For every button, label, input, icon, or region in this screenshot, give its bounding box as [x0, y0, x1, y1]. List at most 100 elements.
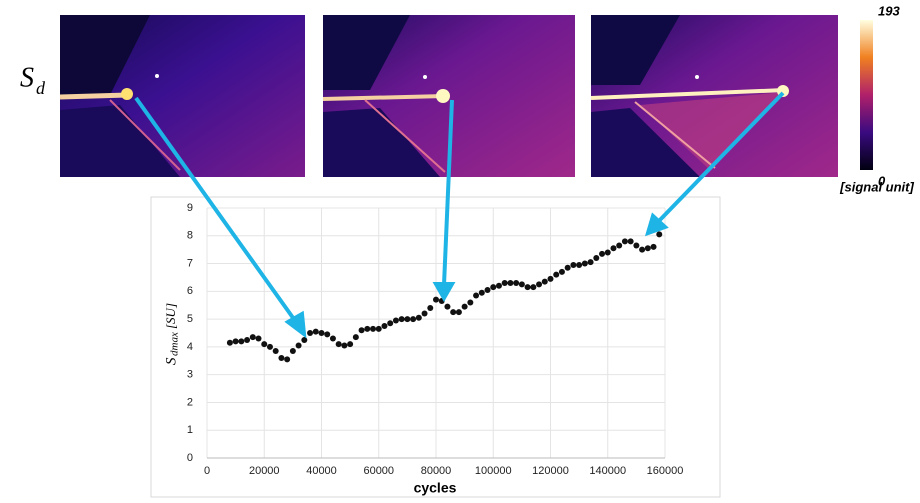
point — [272, 348, 279, 355]
x-tick-label: 60000 — [363, 465, 394, 477]
point — [301, 336, 308, 343]
thermal-image — [59, 15, 305, 177]
point — [427, 305, 434, 311]
point — [587, 259, 594, 266]
x-tick-label: 100000 — [475, 465, 512, 477]
point — [335, 341, 342, 348]
point — [633, 242, 640, 249]
point — [495, 282, 502, 289]
y-label-unit: [SU] — [163, 303, 178, 329]
point — [558, 268, 565, 275]
colorbar-tick-label: 193 — [878, 3, 900, 18]
point — [524, 284, 531, 291]
point — [307, 330, 314, 336]
y-tick-label: 1 — [187, 424, 193, 436]
x-tick-label: 120000 — [532, 465, 569, 477]
y-tick-label: 7 — [187, 257, 193, 269]
point — [421, 310, 428, 317]
x-tick-label: 140000 — [589, 465, 626, 477]
point — [261, 341, 268, 348]
point — [387, 320, 394, 327]
point — [444, 303, 451, 310]
point — [593, 255, 600, 261]
point — [576, 261, 583, 268]
point — [312, 328, 319, 335]
point — [341, 342, 348, 349]
point — [599, 250, 606, 257]
colorbar — [860, 20, 873, 170]
point — [278, 355, 285, 361]
point — [244, 336, 251, 343]
point — [536, 281, 543, 288]
y-tick-label: 2 — [187, 396, 193, 408]
point — [375, 325, 382, 332]
point — [392, 317, 399, 324]
point — [604, 249, 611, 256]
point — [656, 231, 663, 238]
chart-frame — [150, 196, 721, 498]
x-tick-label: 80000 — [421, 465, 452, 477]
thermal-image — [590, 15, 838, 177]
point — [461, 303, 468, 310]
colorbar-tick-label: 0 — [878, 173, 886, 188]
point — [541, 278, 548, 285]
y-tick-label: 9 — [187, 202, 193, 214]
point — [352, 334, 359, 341]
point — [284, 356, 291, 363]
colorbar-label: [signal unit] — [839, 179, 914, 194]
point — [501, 280, 508, 286]
point — [518, 281, 525, 288]
point — [616, 242, 623, 249]
point — [370, 325, 377, 332]
point — [289, 348, 296, 355]
point — [621, 238, 628, 245]
point — [364, 325, 371, 332]
y-tick-label: 8 — [187, 230, 193, 242]
arrows — [134, 91, 785, 339]
point — [347, 341, 354, 348]
x-axis-label: cycles — [414, 480, 457, 496]
point — [513, 280, 520, 286]
point — [507, 280, 514, 286]
point — [484, 286, 491, 293]
point — [433, 296, 439, 303]
point — [266, 343, 273, 350]
y-tick-label: 5 — [187, 313, 193, 325]
point — [570, 261, 577, 268]
point — [581, 260, 588, 267]
point — [450, 309, 457, 316]
point — [455, 309, 462, 316]
y-tick-label: 4 — [187, 341, 193, 353]
point — [358, 327, 365, 334]
point — [318, 330, 325, 336]
panel-label-sub: d — [36, 78, 46, 98]
point — [639, 246, 646, 253]
point — [478, 289, 485, 296]
point — [530, 284, 537, 291]
y-tick-label: 6 — [187, 285, 193, 297]
x-tick-label: 20000 — [249, 465, 280, 477]
point — [404, 316, 411, 323]
point — [473, 292, 480, 299]
point — [644, 245, 651, 252]
point — [610, 245, 617, 252]
point — [232, 338, 239, 345]
data-points — [226, 231, 663, 363]
point — [295, 342, 302, 349]
x-tick-label: 0 — [204, 465, 210, 477]
y-tick-label: 3 — [187, 369, 193, 381]
point — [627, 238, 634, 245]
point — [255, 335, 262, 342]
point — [547, 275, 554, 282]
y-axis-label: S dmax [SU] — [163, 303, 181, 365]
point — [398, 316, 405, 323]
point — [226, 339, 233, 346]
point — [467, 299, 474, 306]
point — [381, 323, 388, 330]
point — [650, 243, 657, 250]
x-tick-label: 40000 — [306, 465, 337, 477]
point — [553, 271, 560, 278]
point — [490, 284, 497, 291]
point — [415, 314, 422, 321]
